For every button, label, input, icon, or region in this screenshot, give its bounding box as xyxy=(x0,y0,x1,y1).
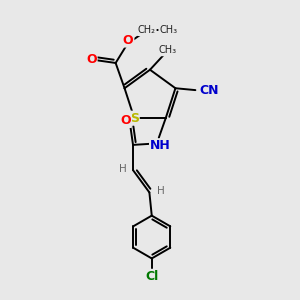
Text: CH₃: CH₃ xyxy=(159,25,177,35)
Text: O: O xyxy=(123,34,134,46)
Text: O: O xyxy=(86,53,97,67)
Text: H: H xyxy=(157,186,164,196)
Text: H: H xyxy=(119,164,127,174)
Text: CH₂: CH₂ xyxy=(138,25,156,35)
Text: O: O xyxy=(120,114,131,127)
Text: CN: CN xyxy=(199,84,218,97)
Text: NH: NH xyxy=(150,139,171,152)
Text: Cl: Cl xyxy=(145,270,158,283)
Text: S: S xyxy=(130,112,139,124)
Text: CH₃: CH₃ xyxy=(159,45,177,56)
